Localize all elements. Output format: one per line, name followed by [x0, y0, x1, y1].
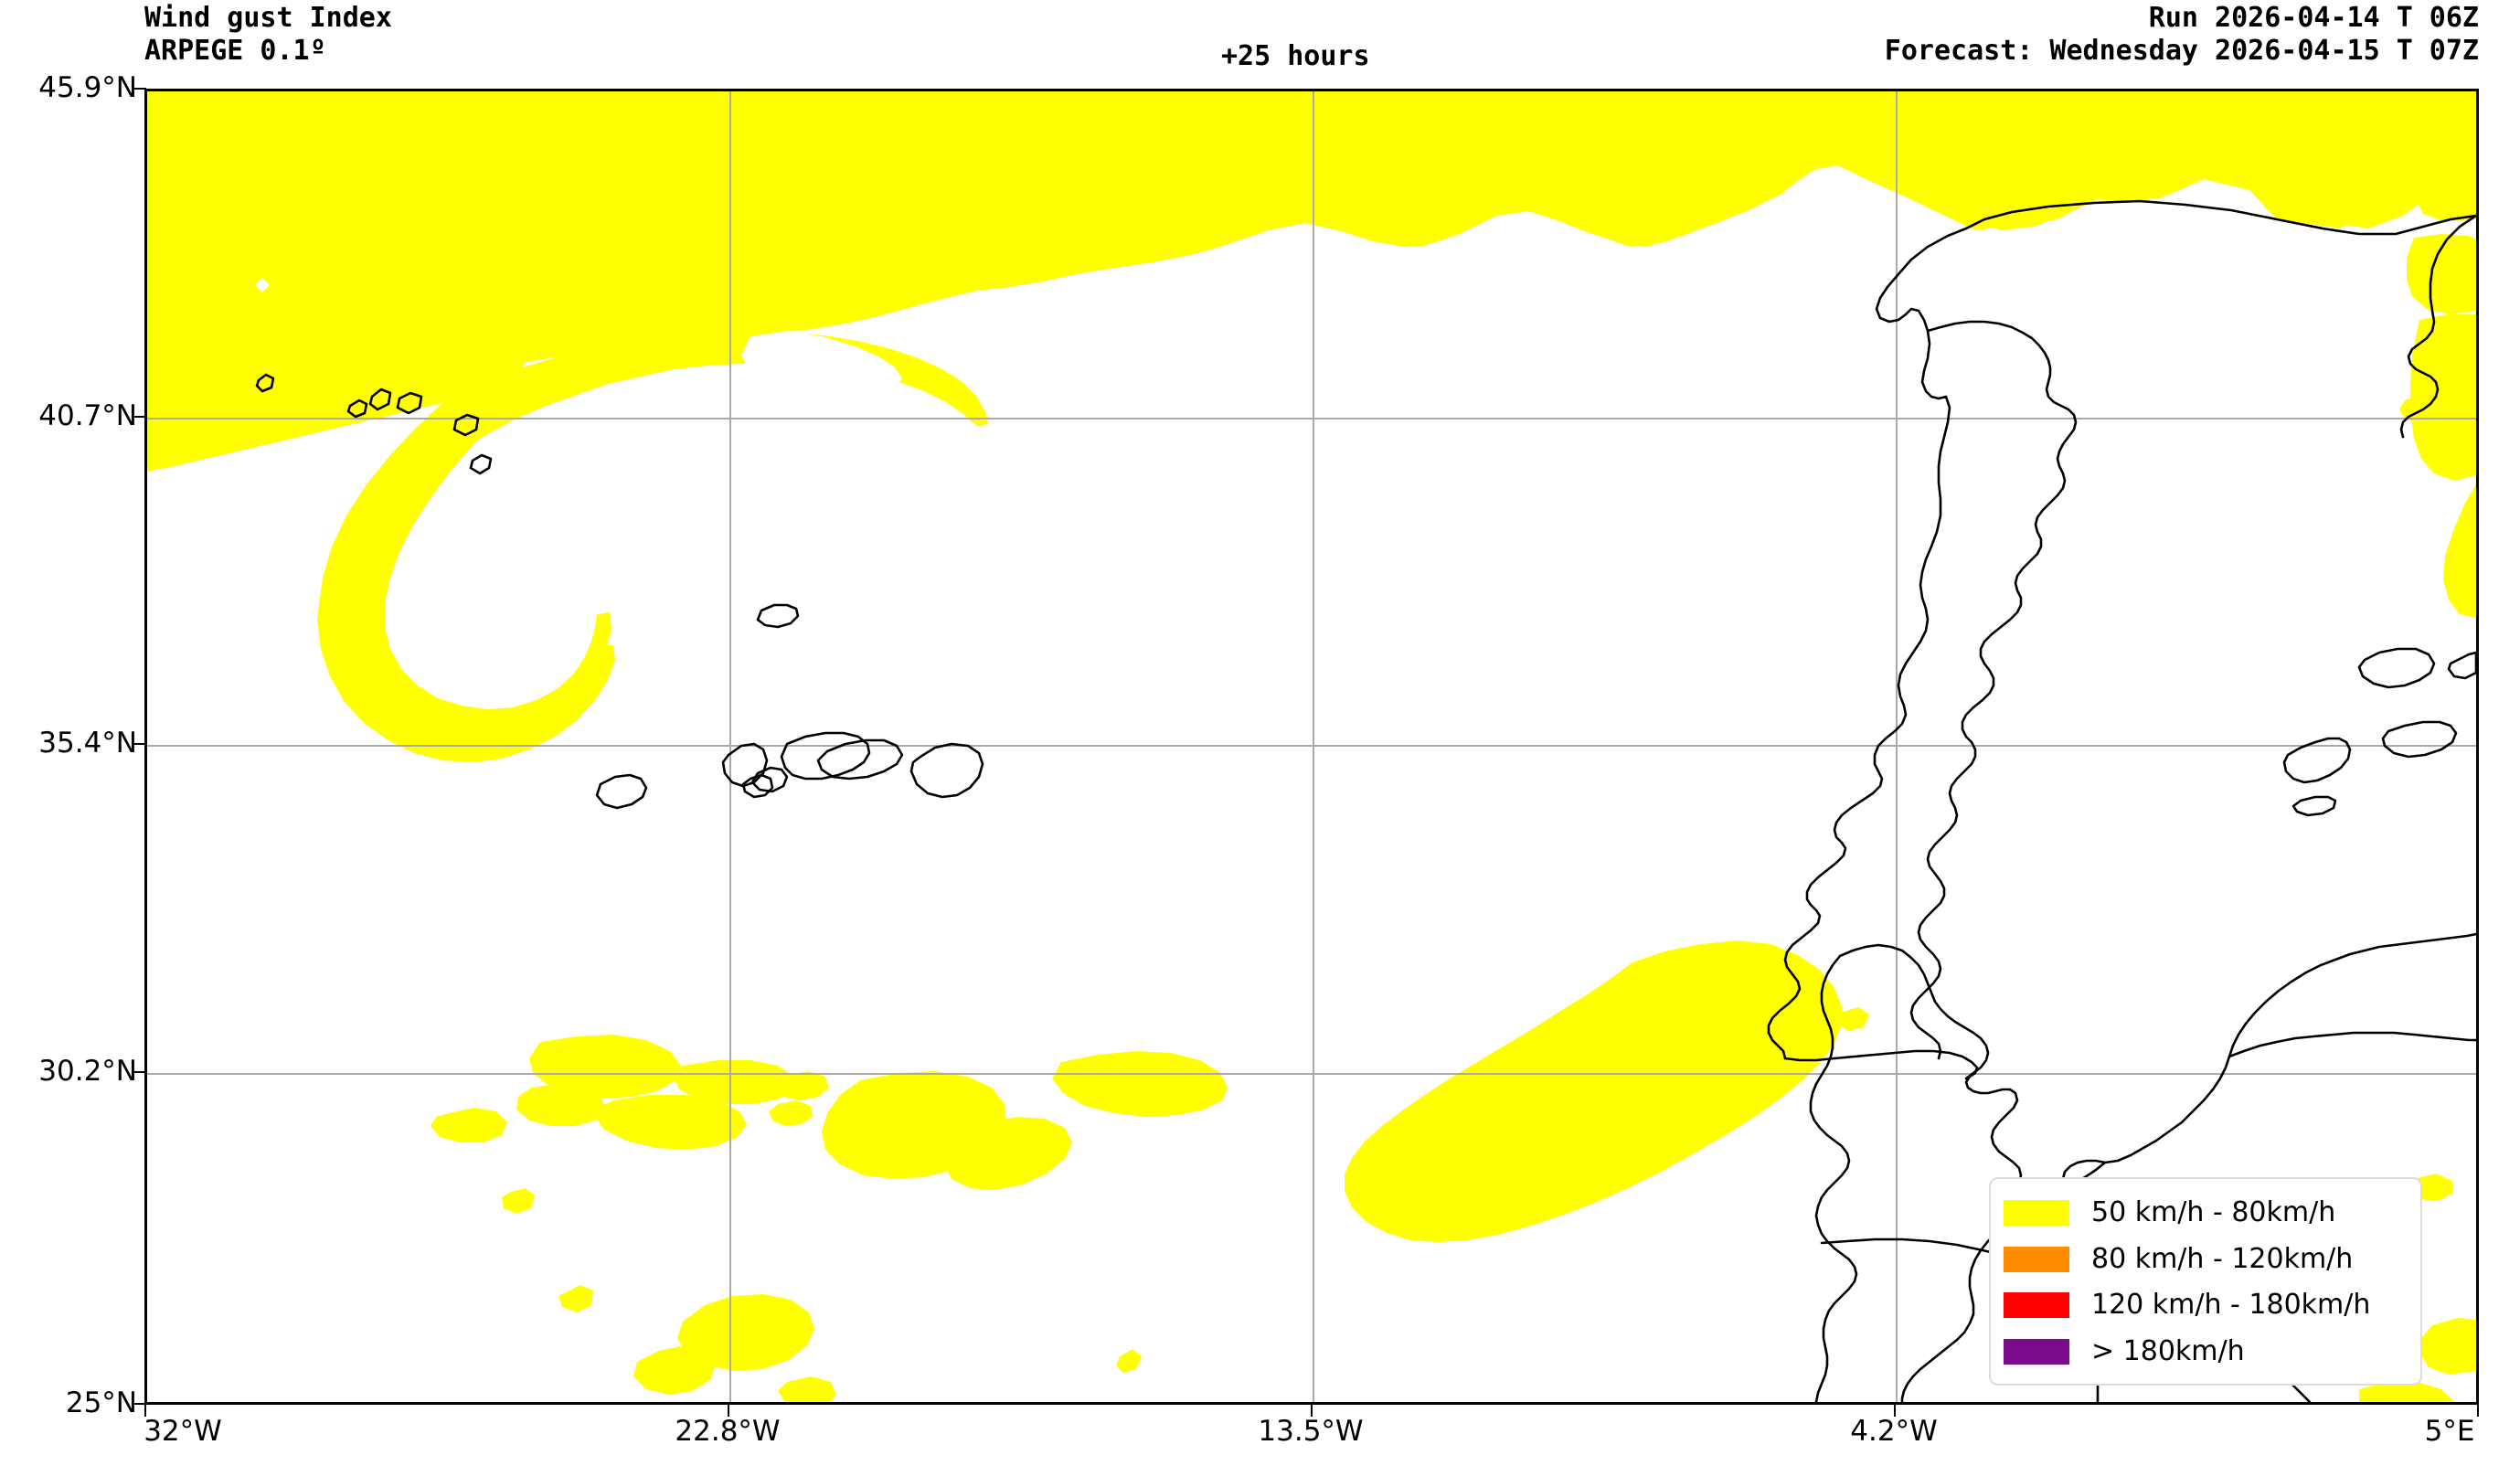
legend-panel: 50 km/h - 80km/h 80 km/h - 120km/h 120 k…: [1989, 1177, 2422, 1386]
legend-item-over-180: > 180km/h: [2004, 1330, 2408, 1374]
legend-label-80-120: 80 km/h - 120km/h: [2091, 1242, 2354, 1275]
legend-item-50-80: 50 km/h - 80km/h: [2004, 1191, 2408, 1235]
legend-swatch-orange: [2004, 1246, 2069, 1272]
ytick-mark-40.7N: [133, 416, 146, 418]
ytick-label-30.2N: 30.2°N: [38, 1055, 137, 1088]
xtick-label-22.8W: 22.8°W: [675, 1415, 781, 1448]
gust-patches-gulf-of-lion: [2359, 186, 2476, 1402]
legend-swatch-red: [2004, 1292, 2069, 1319]
xtick-label-32W: 32°W: [144, 1415, 222, 1448]
legend-label-over-180: > 180km/h: [2091, 1334, 2245, 1367]
legend-item-120-180: 120 km/h - 180km/h: [2004, 1283, 2408, 1327]
map-plot-area: [144, 89, 2479, 1405]
gust-patches-canaries: [431, 1035, 1228, 1402]
ytick-label-40.7N: 40.7°N: [38, 399, 137, 432]
legend-label-50-80: 50 km/h - 80km/h: [2091, 1196, 2336, 1229]
xtick-mark-32W: [144, 1405, 146, 1417]
legend-swatch-purple: [2004, 1338, 2069, 1365]
xtick-mark-22.8W: [728, 1405, 729, 1417]
ytick-label-45.9N: 45.9°N: [38, 71, 137, 104]
model-label: ARPEGE 0.1º: [144, 35, 326, 67]
legend-swatch-yellow: [2004, 1200, 2069, 1227]
xtick-mark-13.5W: [1311, 1405, 1313, 1417]
xtick-label-13.5W: 13.5°W: [1258, 1415, 1364, 1448]
xtick-label-5E: 5°E: [2424, 1415, 2475, 1448]
forecast-valid-label: Forecast: Wednesday 2026-04-15 T 07Z: [1884, 35, 2479, 67]
ytick-label-35.4N: 35.4°N: [38, 727, 137, 760]
ytick-mark-35.4N: [133, 743, 146, 745]
page-title: Wind gust Index: [144, 2, 392, 34]
map-canvas: [147, 91, 2476, 1402]
gust-patch-small-west: [1116, 1349, 1142, 1373]
legend-label-120-180: 120 km/h - 180km/h: [2091, 1289, 2371, 1322]
legend-item-80-120: 80 km/h - 120km/h: [2004, 1238, 2408, 1281]
xtick-mark-4.2W: [1894, 1405, 1896, 1417]
ytick-mark-45.9N: [133, 88, 146, 90]
map-gridlines: [147, 91, 2476, 1402]
lead-time-label: +25 hours: [1221, 40, 1370, 72]
ytick-label-25N: 25°N: [65, 1386, 137, 1419]
xtick-label-4.2W: 4.2°W: [1850, 1415, 1938, 1448]
xtick-mark-5E: [2477, 1405, 2479, 1417]
ytick-mark-25N: [133, 1403, 146, 1405]
run-timestamp-label: Run 2026-04-14 T 06Z: [2148, 2, 2479, 34]
ytick-mark-30.2N: [133, 1071, 146, 1073]
gust-blob-morocco-offshore: [1345, 940, 1869, 1242]
